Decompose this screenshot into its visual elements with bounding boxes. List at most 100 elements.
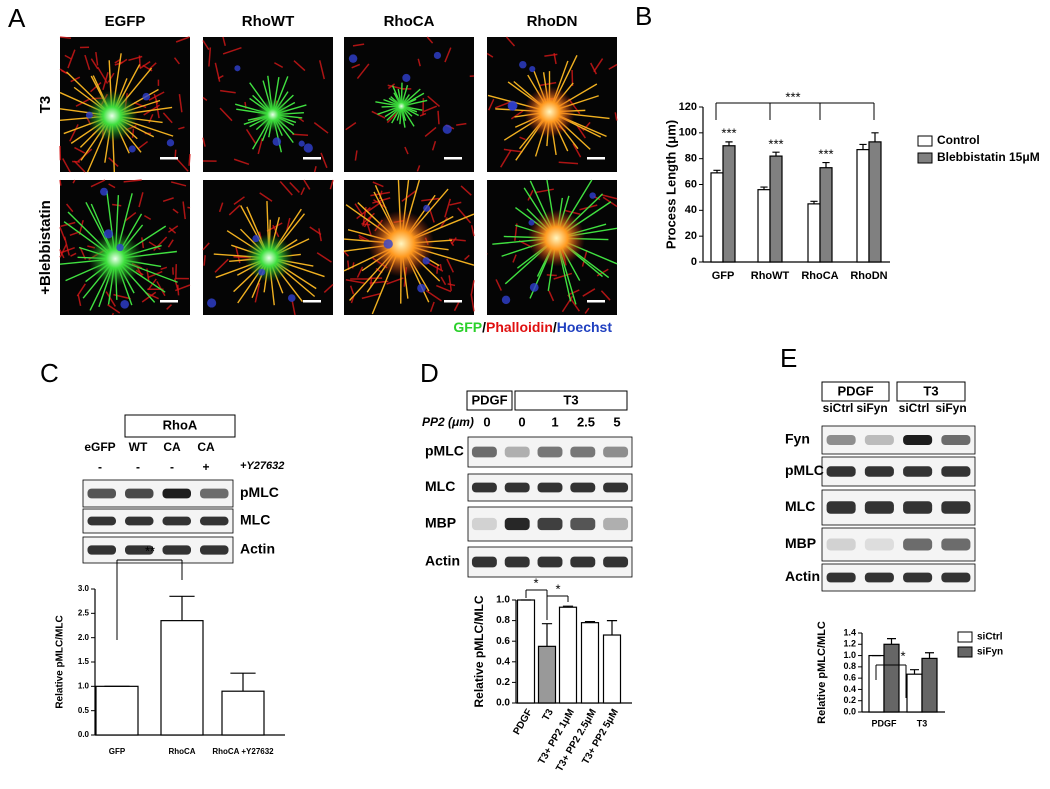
filament — [313, 165, 317, 173]
filament — [440, 217, 448, 228]
nucleus — [442, 124, 452, 134]
blot-band — [941, 572, 971, 583]
error-bar — [562, 605, 574, 608]
bar — [906, 673, 923, 713]
filament — [107, 304, 121, 314]
filament — [292, 133, 309, 137]
cell-body — [86, 90, 138, 142]
x-tick-label: RhoCA +Y27632 — [212, 747, 274, 756]
filament — [558, 161, 579, 165]
error-bar — [713, 169, 721, 173]
filament — [90, 82, 102, 93]
filament — [450, 237, 457, 245]
blot-band — [125, 488, 154, 499]
filament — [470, 280, 475, 295]
error-bar — [810, 200, 818, 204]
filament — [323, 283, 334, 294]
blot-band — [471, 517, 497, 531]
bar — [868, 654, 885, 713]
blot-band — [537, 556, 563, 568]
filament — [495, 279, 503, 291]
filament — [147, 278, 157, 291]
filament — [175, 157, 189, 172]
filament — [356, 63, 370, 80]
filament — [440, 276, 447, 286]
lane-label: 0 — [483, 414, 490, 429]
filament — [139, 60, 151, 70]
scale-bar — [587, 300, 605, 303]
cell-body — [527, 209, 585, 267]
nucleus — [303, 143, 313, 153]
column-label: EGFP — [105, 13, 146, 30]
filament — [222, 36, 226, 47]
stain-name: Hoechst — [557, 319, 613, 335]
filament — [370, 191, 391, 197]
filament — [363, 215, 373, 228]
filament — [553, 272, 573, 280]
filament — [63, 236, 70, 256]
legend-label: Blebbistatin 15μM — [937, 150, 1040, 164]
panel-letter: B — [635, 1, 652, 31]
x-tick-label: GFP — [712, 270, 735, 282]
panel-letter: C — [40, 358, 59, 388]
scale-bar — [160, 157, 178, 160]
blot-band — [826, 538, 856, 551]
blot-band — [471, 482, 497, 493]
y-tick-label: 1.2 — [843, 639, 856, 649]
blot-band — [537, 446, 563, 458]
cell-body — [368, 210, 435, 277]
filament — [444, 198, 452, 218]
group-label: T3 — [923, 383, 938, 398]
filament — [182, 201, 186, 220]
filament — [446, 258, 455, 273]
error-bar — [772, 151, 780, 157]
filament — [367, 201, 382, 213]
y-tick-label: 120 — [679, 101, 697, 113]
group-label: RhoA — [163, 417, 198, 432]
nucleus — [383, 239, 393, 249]
blot-band — [537, 482, 563, 493]
nucleus — [100, 187, 109, 196]
blot-band — [570, 446, 596, 458]
row-label: +Blebbistatin — [37, 200, 54, 295]
filament — [303, 179, 311, 190]
filament — [300, 187, 306, 196]
group-box — [466, 390, 513, 411]
filament — [143, 214, 152, 221]
blot-band — [162, 545, 191, 555]
error-bar — [760, 186, 768, 190]
scale-bar — [303, 157, 321, 160]
filament — [354, 150, 358, 161]
legend-swatch — [957, 631, 973, 643]
filament — [470, 293, 475, 312]
nucleus — [234, 65, 241, 72]
blot-band — [537, 517, 563, 531]
filament — [318, 228, 322, 242]
x-tick-label: T3 — [917, 718, 928, 728]
filament — [349, 285, 355, 295]
blot-band — [125, 545, 154, 555]
group-box — [896, 381, 966, 402]
filament — [254, 282, 261, 303]
lane-label: eGFP — [84, 440, 115, 454]
bar — [769, 155, 783, 263]
x-tick-label: RhoWT — [751, 270, 790, 282]
bar — [921, 657, 938, 713]
group-label: PDGF — [837, 383, 873, 398]
y-tick-label: 0.0 — [78, 730, 90, 739]
y-tick-label: 0 — [691, 256, 697, 268]
filament — [173, 57, 180, 65]
nucleus — [433, 51, 441, 60]
filament — [448, 238, 466, 242]
filament — [600, 290, 611, 301]
filament — [62, 158, 71, 173]
filament — [289, 181, 300, 193]
filament — [494, 101, 511, 109]
nucleus — [166, 139, 175, 147]
filament — [354, 203, 363, 215]
scale-bar — [303, 300, 321, 303]
bar — [856, 149, 870, 263]
filament — [449, 201, 462, 206]
blot-band — [826, 501, 856, 514]
bar — [558, 606, 578, 704]
